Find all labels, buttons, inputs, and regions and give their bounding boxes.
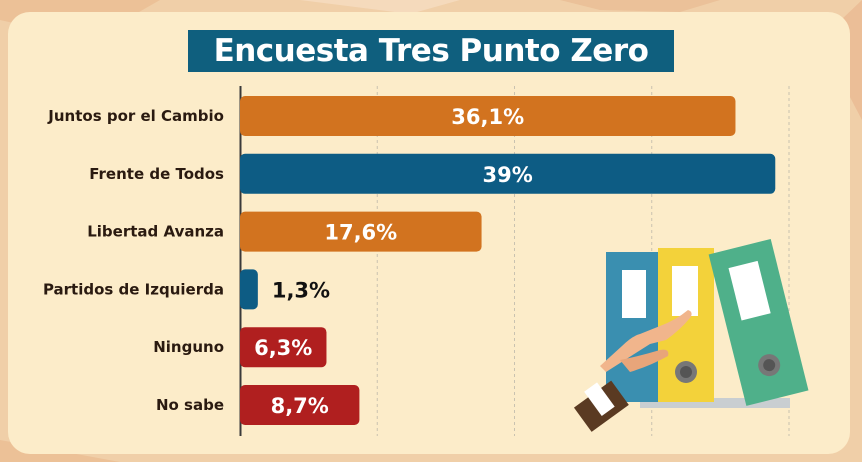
value-label: 36,1% xyxy=(451,105,524,129)
bar xyxy=(240,96,736,136)
value-label: 8,7% xyxy=(271,394,329,418)
bar xyxy=(240,327,327,368)
value-label: 6,3% xyxy=(254,336,312,360)
binders-with-pointing-hand-icon xyxy=(573,238,809,432)
bar xyxy=(240,153,776,194)
chart-title: Encuesta Tres Punto Zero xyxy=(213,33,649,69)
bar xyxy=(240,211,482,252)
value-label: 1,3% xyxy=(272,278,330,302)
category-label: Frente de Todos xyxy=(89,165,224,183)
bar xyxy=(240,269,258,310)
value-label: 39% xyxy=(483,163,533,187)
category-label: Partidos de Izquierda xyxy=(43,280,224,298)
category-label: Juntos por el Cambio xyxy=(47,107,224,125)
value-label: 17,6% xyxy=(324,221,397,245)
chart-title-banner: Encuesta Tres Punto Zero xyxy=(188,30,674,72)
category-label: No sabe xyxy=(156,396,224,414)
category-label: Libertad Avanza xyxy=(87,223,224,241)
category-label: Ninguno xyxy=(153,338,224,356)
bar xyxy=(240,385,360,425)
